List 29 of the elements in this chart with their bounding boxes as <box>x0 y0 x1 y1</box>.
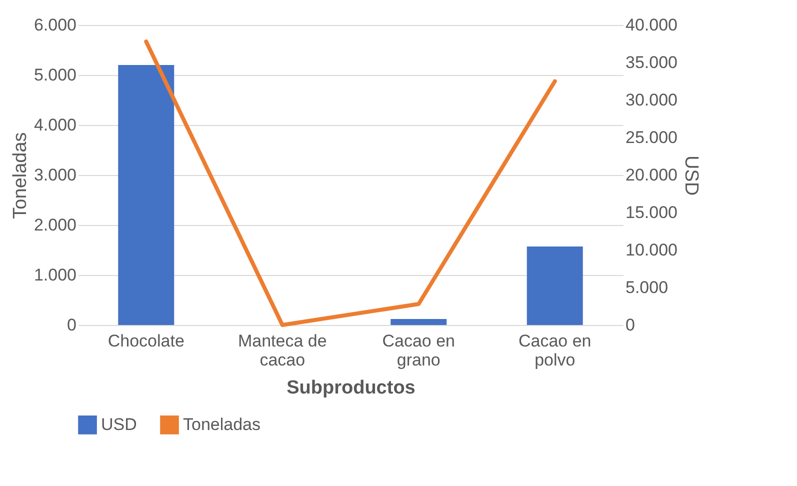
y2-tick-label: 5.000 <box>626 278 668 297</box>
y2-tick-label: 25.000 <box>626 128 678 147</box>
y2-tick-label: 0 <box>626 316 635 334</box>
y-axis-title: Toneladas <box>10 132 31 219</box>
y-tick-label: 0 <box>67 316 76 334</box>
legend-label: Toneladas <box>183 414 261 434</box>
y-tick-label: 1.000 <box>34 266 76 284</box>
x-tick-label: Manteca de cacao <box>238 332 327 370</box>
y2-tick-label: 10.000 <box>626 240 678 260</box>
bar <box>118 65 174 325</box>
legend-label: USD <box>101 414 137 434</box>
x-tick-label: Cacao en grano <box>382 332 456 370</box>
x-axis-title: Subproductos <box>286 378 416 398</box>
bar <box>526 246 583 325</box>
line-series <box>144 40 557 327</box>
y2-tick-label: 15.000 <box>626 203 678 222</box>
y-tick-label: 6.000 <box>34 16 76 34</box>
y-tick-label: 3.000 <box>34 166 76 184</box>
x-tick-label: Cacao en polvo <box>518 332 592 370</box>
y2-axis-title: USD <box>680 155 702 196</box>
y-tick-label: 2.000 <box>34 216 76 234</box>
y2-tick-label: 35.000 <box>626 53 678 72</box>
y2-tick-label: 20.000 <box>626 166 678 184</box>
y-tick-label: 5.000 <box>34 66 76 84</box>
y2-tick-label: 40.000 <box>626 16 678 34</box>
y-tick-label: 4.000 <box>34 116 76 134</box>
bar <box>390 319 447 325</box>
x-tick-label: Chocolate <box>108 332 184 350</box>
y2-tick-label: 30.000 <box>626 90 678 110</box>
